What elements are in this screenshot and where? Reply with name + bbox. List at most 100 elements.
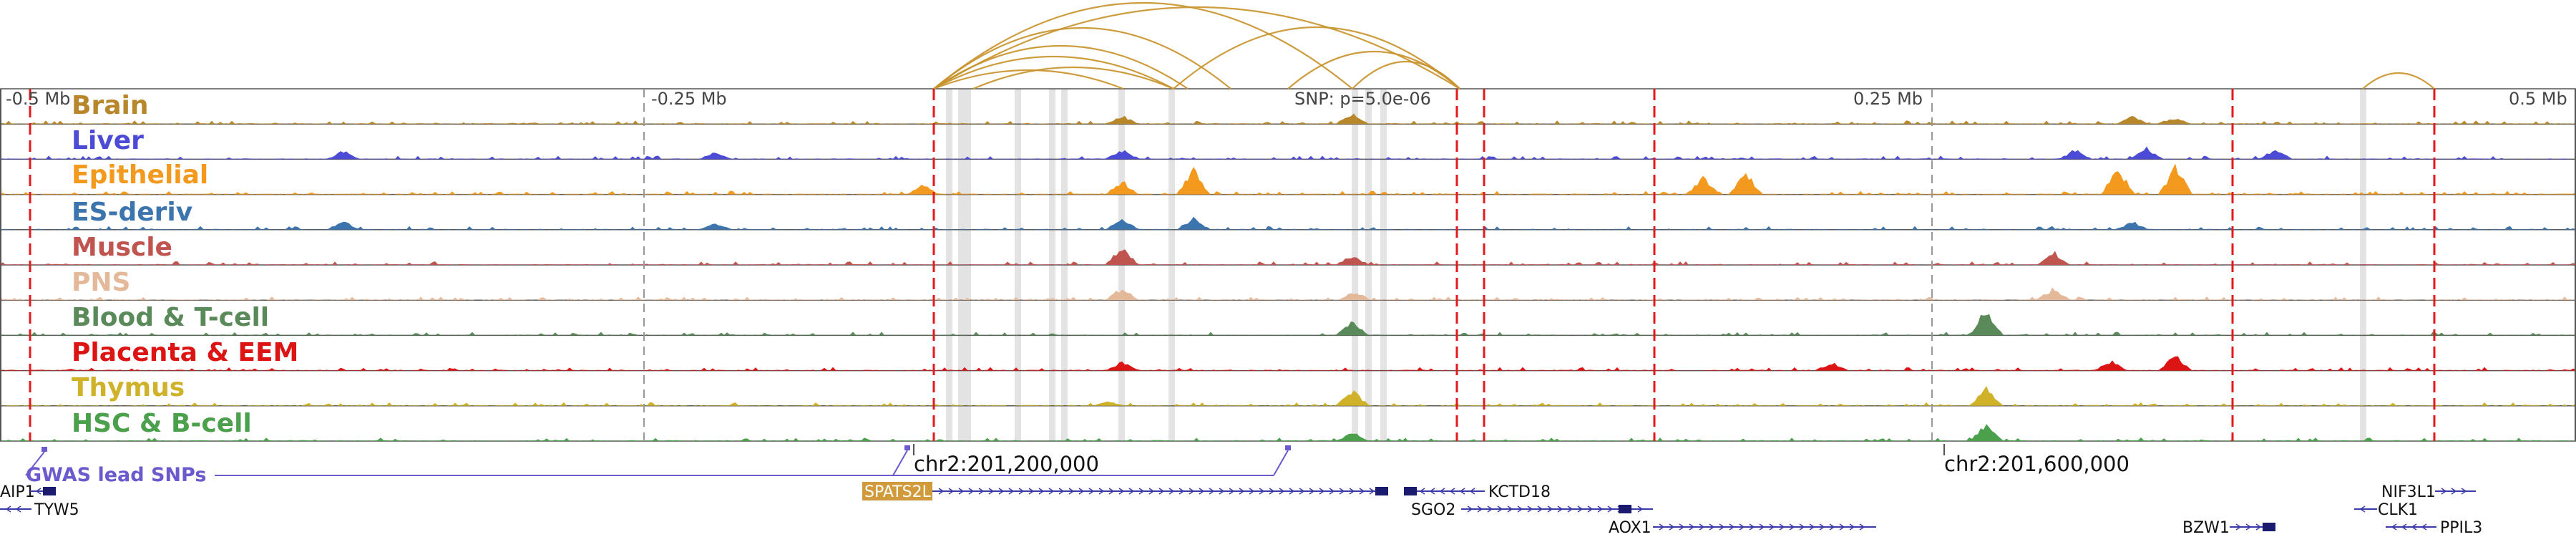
- strand-arrow: [1859, 523, 1865, 531]
- boundary-lines: [29, 89, 2436, 441]
- axis-tick-label: 0.25 Mb: [1853, 89, 1923, 109]
- strand-arrow: [1299, 488, 1305, 495]
- strand-arrow: [1507, 505, 1513, 513]
- strand-arrow: [1008, 488, 1015, 495]
- gene-label: SPATS2L: [864, 483, 932, 501]
- loop-arc: [933, 2, 1353, 90]
- gwas-connector: [1273, 450, 1289, 476]
- track-10: [0, 424, 2576, 442]
- track-4: [0, 216, 2576, 231]
- strand-arrow: [1739, 523, 1745, 531]
- gwas-snp-marker: [904, 445, 910, 450]
- loop-arc: [933, 69, 1124, 90]
- strand-arrow: [1469, 488, 1475, 495]
- loop-arc: [972, 66, 1174, 90]
- gene-exon: [1375, 487, 1388, 495]
- gwas-snp-marker: [42, 447, 47, 452]
- strand-arrow: [1329, 488, 1335, 495]
- track-label-liver: Liver: [72, 126, 144, 155]
- track-label-hsc-b-cell: HSC & B-cell: [72, 409, 252, 438]
- strand-arrow: [1108, 488, 1115, 495]
- axis-tick-label: 0.5 Mb: [2509, 89, 2567, 109]
- strand-arrow: [1729, 523, 1735, 531]
- strand-arrow: [1179, 488, 1185, 495]
- strand-arrow: [1118, 488, 1125, 495]
- strand-arrow: [1209, 488, 1215, 495]
- strand-arrow: [1319, 488, 1325, 495]
- gene-label: KCTD18: [1488, 483, 1551, 501]
- strand-arrow: [1239, 488, 1245, 495]
- track-label-epithelial: Epithelial: [72, 160, 209, 190]
- track-label-brain: Brain: [72, 91, 149, 120]
- strand-arrow: [1459, 488, 1465, 495]
- strand-arrow: [1098, 488, 1105, 495]
- strand-arrow: [1439, 488, 1445, 495]
- strand-arrow: [1527, 505, 1533, 513]
- strand-arrow: [1058, 488, 1065, 495]
- strand-arrow: [2411, 523, 2417, 531]
- loop-arc: [1352, 60, 1460, 90]
- strand-arrow: [1659, 523, 1665, 531]
- strand-arrow: [2391, 523, 2397, 531]
- gwas-label: GWAS lead SNPs: [26, 464, 206, 486]
- strand-arrow: [1078, 488, 1085, 495]
- gwas-track: GWAS lead SNPs: [25, 445, 1291, 486]
- strand-arrow: [1018, 488, 1025, 495]
- strand-arrow: [1309, 488, 1315, 495]
- strand-arrow: [1369, 488, 1375, 495]
- loop-arc: [2362, 72, 2435, 90]
- strand-arrow: [1587, 505, 1594, 513]
- strand-arrow: [1557, 505, 1563, 513]
- strand-arrow: [1577, 505, 1584, 513]
- strand-arrow: [2359, 505, 2366, 513]
- gene-label: BZW1: [2182, 519, 2230, 537]
- strand-arrow: [1148, 488, 1155, 495]
- strand-arrow: [1839, 523, 1845, 531]
- track-2: [0, 146, 2576, 160]
- track-signal: [0, 356, 2576, 371]
- strand-arrow: [1699, 523, 1705, 531]
- strand-arrow: [1429, 488, 1435, 495]
- track-signal: [0, 113, 2576, 125]
- strand-arrow: [1759, 523, 1765, 531]
- strand-arrow: [988, 488, 995, 495]
- strand-arrow: [1769, 523, 1775, 531]
- strand-arrow: [2451, 488, 2457, 495]
- strand-arrow: [1269, 488, 1275, 495]
- strand-arrow: [35, 488, 42, 495]
- strand-arrow: [1339, 488, 1345, 495]
- axis-tick-label: -0.25 Mb: [651, 89, 727, 109]
- strand-arrow: [1169, 488, 1175, 495]
- track-label-blood-t-cell: Blood & T-cell: [72, 303, 270, 332]
- strand-arrow: [2401, 523, 2407, 531]
- strand-arrow: [1537, 505, 1543, 513]
- strand-arrow: [1419, 488, 1425, 495]
- gene-exon: [1619, 505, 1631, 513]
- axis-tick-label: -0.5 Mb: [6, 89, 70, 109]
- strand-arrow: [1349, 488, 1355, 495]
- track-signal: [0, 424, 2576, 441]
- strand-arrow: [1449, 488, 1455, 495]
- gwas-connector: [25, 451, 45, 476]
- track-label-es-deriv: ES-deriv: [72, 198, 193, 227]
- loop-arc: [933, 27, 1231, 90]
- chromatin-loops: [933, 2, 2435, 90]
- strand-arrow: [1229, 488, 1235, 495]
- gene-label: PPIL3: [2440, 519, 2482, 537]
- track-label-thymus: Thymus: [72, 373, 185, 402]
- strand-arrow: [1749, 523, 1755, 531]
- track-signal: [0, 287, 2576, 301]
- strand-arrow: [2441, 488, 2447, 495]
- track-label-placenta-eem: Placenta & EEM: [72, 338, 299, 367]
- strand-arrow: [1689, 523, 1695, 531]
- gene-highlight: [862, 482, 932, 500]
- signal-tracks: [0, 88, 2576, 442]
- strand-arrow: [2421, 523, 2427, 531]
- strand-arrow: [1138, 488, 1145, 495]
- strand-arrow: [1467, 505, 1473, 513]
- strand-arrow: [1607, 505, 1614, 513]
- strand-arrow: [938, 488, 945, 495]
- strand-arrow: [1517, 505, 1523, 513]
